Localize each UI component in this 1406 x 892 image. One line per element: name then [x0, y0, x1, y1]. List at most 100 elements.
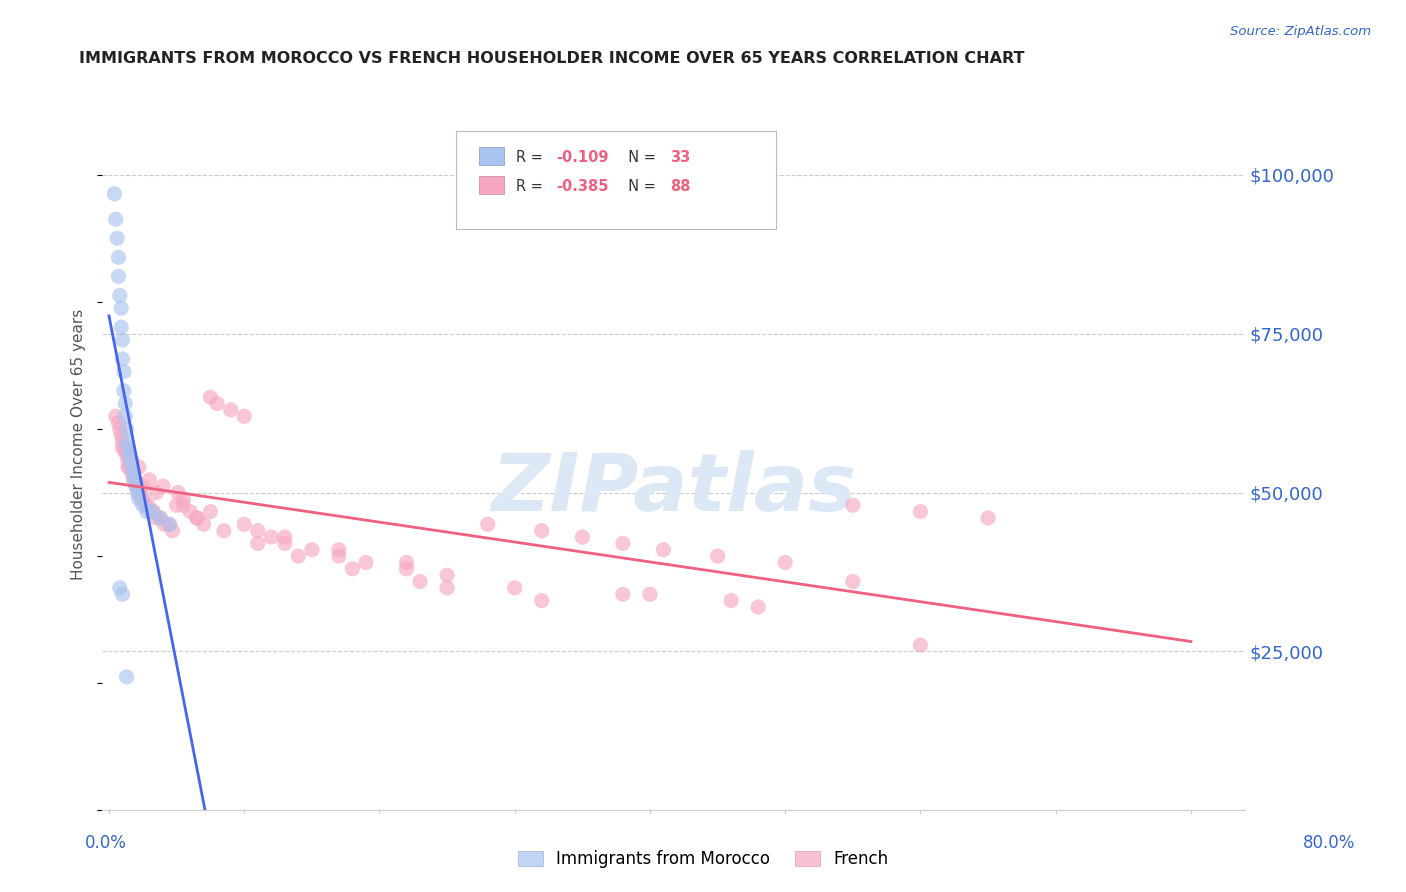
Point	[121, 454, 143, 468]
Point	[910, 505, 932, 519]
Point	[125, 479, 148, 493]
Point	[477, 517, 499, 532]
Point	[706, 549, 728, 563]
Point	[395, 556, 418, 570]
Point	[117, 454, 139, 468]
Point	[108, 422, 131, 436]
Point	[117, 441, 139, 455]
Point	[127, 485, 149, 500]
Point	[122, 467, 145, 481]
Point	[747, 599, 769, 614]
Point	[141, 505, 163, 519]
Legend: Immigrants from Morocco, French: Immigrants from Morocco, French	[510, 844, 896, 875]
Point	[149, 511, 172, 525]
Point	[773, 556, 796, 570]
Point	[127, 479, 149, 493]
Point	[115, 447, 138, 461]
Point	[124, 473, 146, 487]
FancyBboxPatch shape	[457, 130, 776, 229]
Point	[503, 581, 526, 595]
Point	[103, 186, 125, 201]
Point	[111, 441, 134, 455]
Point	[287, 549, 309, 563]
Point	[112, 365, 135, 379]
Point	[246, 524, 269, 538]
Point	[111, 587, 134, 601]
Point	[120, 454, 142, 468]
Point	[233, 517, 256, 532]
Point	[612, 587, 634, 601]
Point	[842, 574, 865, 589]
Point	[124, 473, 146, 487]
Point	[125, 479, 148, 493]
Point	[571, 530, 593, 544]
Point	[149, 511, 172, 525]
Text: Source: ZipAtlas.com: Source: ZipAtlas.com	[1230, 25, 1371, 38]
Point	[233, 409, 256, 424]
Point	[910, 638, 932, 652]
Point	[172, 491, 194, 506]
Point	[186, 511, 208, 525]
Point	[128, 460, 150, 475]
Point	[274, 530, 297, 544]
Point	[114, 396, 136, 410]
Point	[114, 441, 136, 455]
Point	[128, 491, 150, 506]
Point	[138, 473, 160, 487]
Point	[135, 505, 157, 519]
Point	[638, 587, 661, 601]
Point	[128, 485, 150, 500]
Text: ZIPatlas: ZIPatlas	[491, 450, 856, 528]
Point	[114, 409, 136, 424]
Point	[122, 473, 145, 487]
Point	[162, 524, 184, 538]
Point	[134, 498, 156, 512]
Point	[110, 428, 132, 442]
Point	[111, 352, 134, 367]
Point	[129, 485, 152, 500]
Point	[107, 250, 129, 264]
Point	[200, 505, 222, 519]
Point	[132, 491, 155, 506]
Point	[115, 447, 138, 461]
FancyBboxPatch shape	[479, 177, 505, 194]
Point	[111, 434, 134, 449]
Point	[186, 511, 208, 525]
Point	[108, 288, 131, 302]
Point	[159, 517, 181, 532]
Point	[530, 593, 553, 607]
Point	[166, 498, 188, 512]
Point	[328, 542, 350, 557]
Point	[132, 498, 155, 512]
Point	[107, 269, 129, 284]
Point	[977, 511, 1000, 525]
Point	[104, 212, 127, 227]
Point	[107, 416, 129, 430]
Point	[115, 434, 138, 449]
Point	[145, 485, 167, 500]
Text: 88: 88	[671, 179, 690, 194]
Point	[652, 542, 675, 557]
Point	[301, 542, 323, 557]
Point	[436, 581, 458, 595]
Point	[131, 491, 153, 506]
Point	[193, 517, 215, 532]
Point	[212, 524, 235, 538]
Point	[246, 536, 269, 550]
Point	[409, 574, 432, 589]
Text: R =: R =	[516, 150, 547, 165]
Point	[136, 498, 159, 512]
Point	[153, 517, 176, 532]
Point	[167, 485, 190, 500]
Text: IMMIGRANTS FROM MOROCCO VS FRENCH HOUSEHOLDER INCOME OVER 65 YEARS CORRELATION C: IMMIGRANTS FROM MOROCCO VS FRENCH HOUSEH…	[79, 51, 1025, 66]
Point	[260, 530, 283, 544]
Point	[118, 460, 141, 475]
Point	[530, 524, 553, 538]
Point	[342, 562, 364, 576]
Point	[219, 403, 242, 417]
Text: -0.385: -0.385	[555, 179, 609, 194]
Point	[117, 460, 139, 475]
Text: 33: 33	[671, 150, 690, 165]
Point	[120, 460, 142, 475]
Point	[104, 409, 127, 424]
